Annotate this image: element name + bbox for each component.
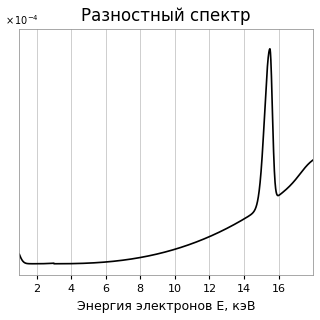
- Text: $\times\,10^{-4}$: $\times\,10^{-4}$: [5, 13, 39, 27]
- Title: Разностный спектр: Разностный спектр: [82, 7, 251, 25]
- X-axis label: Энергия электронов E, кэВ: Энергия электронов E, кэВ: [77, 300, 255, 313]
